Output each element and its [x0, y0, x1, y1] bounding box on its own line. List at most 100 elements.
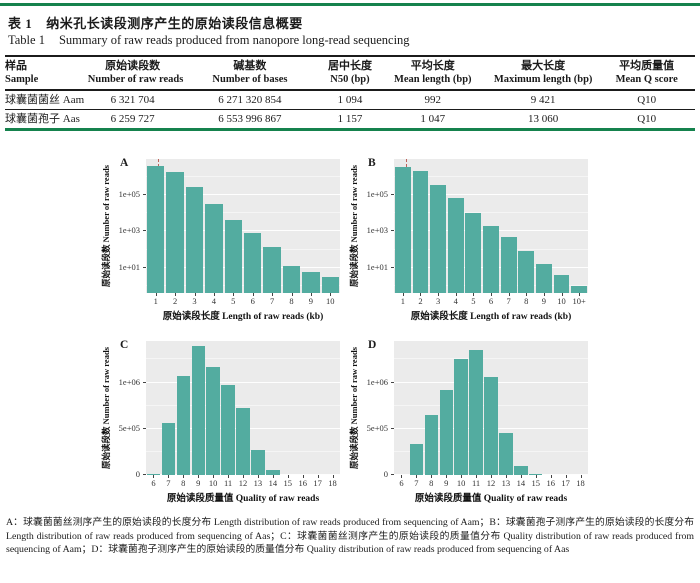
x-tick-label: 14 — [516, 478, 526, 488]
summary-table-head: 样品 Sample 原始读段数 Number of raw reads 碱基数 Numbe… — [5, 56, 695, 91]
y-axis-ticks: 1e+01 1e+03 1e+05 — [360, 159, 394, 293]
x-tick-label: 1 — [153, 296, 158, 306]
column-header: 最大长度 Maximum length (bp) — [487, 56, 599, 91]
x-tick-label: 2 — [172, 296, 178, 306]
bar — [500, 237, 517, 293]
x-tick-label: 8 — [429, 478, 434, 488]
x-tick-label: 18 — [576, 478, 585, 488]
bar — [251, 450, 265, 475]
x-tick-label: 4 — [453, 296, 458, 306]
bar — [236, 407, 250, 475]
y-axis-title-text: 原始读段数 Number of raw reads — [101, 165, 111, 287]
x-tick-label: 13 — [253, 478, 263, 488]
table-cell: 1 157 — [337, 113, 363, 125]
x-tick-label: 14 — [268, 478, 278, 488]
bar — [263, 246, 281, 293]
y-tick-label: 1e+05 — [366, 189, 388, 200]
major-gridline — [146, 194, 340, 196]
column-header-en: Sample — [5, 74, 39, 85]
table-title-en-text: Summary of raw reads produced from nanop… — [58, 33, 410, 47]
bar — [535, 264, 552, 293]
column-header: 平均质量值 Mean Q score — [598, 56, 695, 91]
y-axis-title: 原始读段数 Number of raw reads — [348, 159, 360, 293]
y-tick-label: 1e+01 — [118, 261, 140, 272]
x-tick-mark — [461, 475, 463, 478]
table-row: 球囊菌孢子 Aas 6 259 727 6 553 996 867 1 157 1 04… — [5, 110, 695, 130]
x-tick-mark — [287, 475, 289, 478]
column-header: 居中长度 N50 (bp) — [322, 56, 378, 91]
y-tick-label: 1e+01 — [366, 261, 388, 272]
y-tick-label: 5e+05 — [366, 422, 388, 433]
column-header-en: N50 (bp) — [330, 74, 370, 85]
x-axis-ticks: 6 7 8 9 10 11 12 13 14 15 16 17 18 — [394, 475, 588, 488]
column-header: 样品 Sample — [5, 56, 88, 91]
x-tick-mark — [243, 475, 244, 478]
x-tick-label: 10+ — [572, 296, 586, 306]
table-cell: 13 060 — [528, 113, 559, 125]
column-header: 碱基数 Number of bases — [177, 56, 323, 91]
x-axis-title: 原始读段质量值 Quality of raw reads — [166, 494, 320, 504]
column-header-en: Number of bases — [212, 74, 288, 85]
bar — [191, 345, 205, 475]
y-tick-label: 5e+05 — [118, 422, 140, 433]
x-axis-title: 原始读段长度 Length of raw reads (kb) — [410, 312, 572, 322]
x-tick-mark — [213, 475, 215, 478]
y-tick-mark — [143, 230, 146, 232]
table-cell: 9 421 — [487, 90, 599, 110]
x-tick-mark — [579, 293, 581, 296]
table-cell: Q10 — [637, 113, 657, 125]
bar — [205, 204, 223, 293]
minor-gridline — [146, 358, 340, 360]
table-cell: 1 094 — [322, 90, 378, 110]
x-tick-mark — [491, 293, 492, 296]
x-tick-mark — [550, 475, 552, 478]
x-tick-mark — [476, 475, 478, 478]
bar — [571, 285, 588, 293]
bar — [465, 213, 482, 293]
y-tick-mark — [143, 474, 146, 475]
table-cell: 球囊菌菌丝 Aam — [5, 90, 88, 110]
x-tick-mark — [252, 293, 254, 296]
x-tick-mark — [416, 475, 418, 478]
bar — [146, 166, 165, 293]
column-header-cn: 原始读段数 — [105, 60, 161, 72]
y-tick-label: 1e+03 — [118, 225, 140, 236]
chart-panel-b: B 原始读段数 Number of raw reads 1e+01 1e+03 1e… — [348, 157, 588, 325]
x-tick-mark — [272, 293, 274, 296]
bar — [439, 389, 453, 475]
x-tick-label: 7 — [269, 296, 275, 306]
x-tick-mark — [565, 475, 567, 478]
x-tick-mark — [508, 293, 510, 296]
column-header-cn: 样品 — [5, 60, 27, 72]
y-axis-ticks: 0 5e+05 1e+06 — [360, 341, 394, 479]
column-header-en: Number of raw reads — [87, 74, 184, 85]
column-header-cn: 平均长度 — [410, 60, 455, 72]
x-tick-mark — [272, 475, 274, 478]
x-tick-mark — [155, 293, 157, 296]
x-tick-label: 15 — [531, 478, 541, 488]
minor-gridline — [146, 176, 340, 178]
x-tick-label: 8 — [524, 296, 529, 306]
summary-table: 样品 Sample 原始读段数 Number of raw reads 碱基数 Numbe… — [5, 55, 695, 131]
x-tick-label: 15 — [283, 478, 293, 488]
column-header-cn: 碱基数 — [233, 60, 267, 72]
journal-top-rule — [0, 3, 700, 6]
bar — [454, 359, 468, 475]
bar — [146, 474, 161, 475]
x-tick-label: 17 — [561, 478, 570, 488]
x-tick-mark — [317, 475, 319, 478]
bar — [447, 198, 464, 293]
x-tick-label: 13 — [501, 478, 511, 488]
bar — [221, 385, 235, 475]
x-tick-mark — [302, 475, 304, 478]
major-gridline — [146, 266, 340, 268]
y-tick-mark — [391, 266, 394, 268]
y-tick-mark — [143, 194, 146, 196]
x-tick-mark — [332, 475, 334, 478]
bar — [553, 274, 570, 293]
y-axis-title-text: 原始读段数 Number of raw reads — [101, 347, 111, 469]
table-title-cn-text: 纳米孔长读段测序产生的原始读段信息概要 — [46, 16, 303, 31]
panel-letter: D — [368, 339, 377, 351]
table-title-en-label: Table 1 — [8, 33, 45, 47]
bar — [266, 470, 280, 475]
